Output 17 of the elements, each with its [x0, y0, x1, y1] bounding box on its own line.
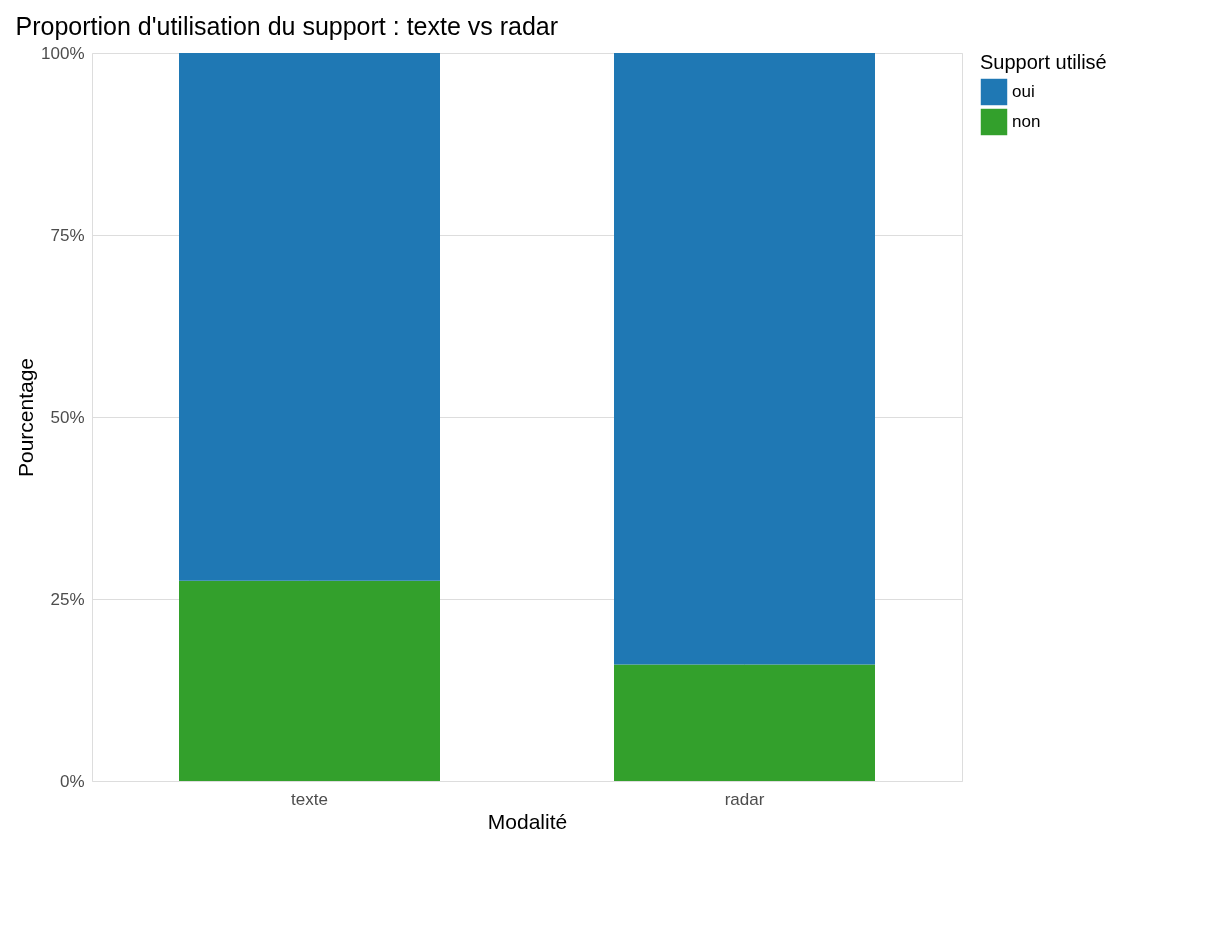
y-tick-label: 50%: [50, 407, 85, 427]
legend-label: non: [1012, 112, 1041, 131]
y-tick-label: 25%: [50, 589, 85, 609]
bar: [614, 53, 875, 665]
x-tick-label: radar: [724, 789, 765, 809]
legend-title: Support utilisé: [980, 51, 1107, 73]
x-tick-label: texte: [291, 789, 328, 809]
chart-title: Proportion d'utilisation du support : texte vs radar: [15, 12, 559, 40]
y-tick-label: 0%: [59, 771, 85, 791]
y-tick-label: 75%: [50, 225, 85, 245]
legend-label: oui: [1012, 82, 1035, 101]
y-tick-label: 100%: [41, 43, 85, 63]
x-axis-title: Modalité: [487, 809, 568, 833]
bar: [179, 580, 440, 781]
y-axis-title: Pourcentage: [14, 357, 38, 478]
bar: [614, 664, 875, 781]
bar: [179, 53, 440, 581]
